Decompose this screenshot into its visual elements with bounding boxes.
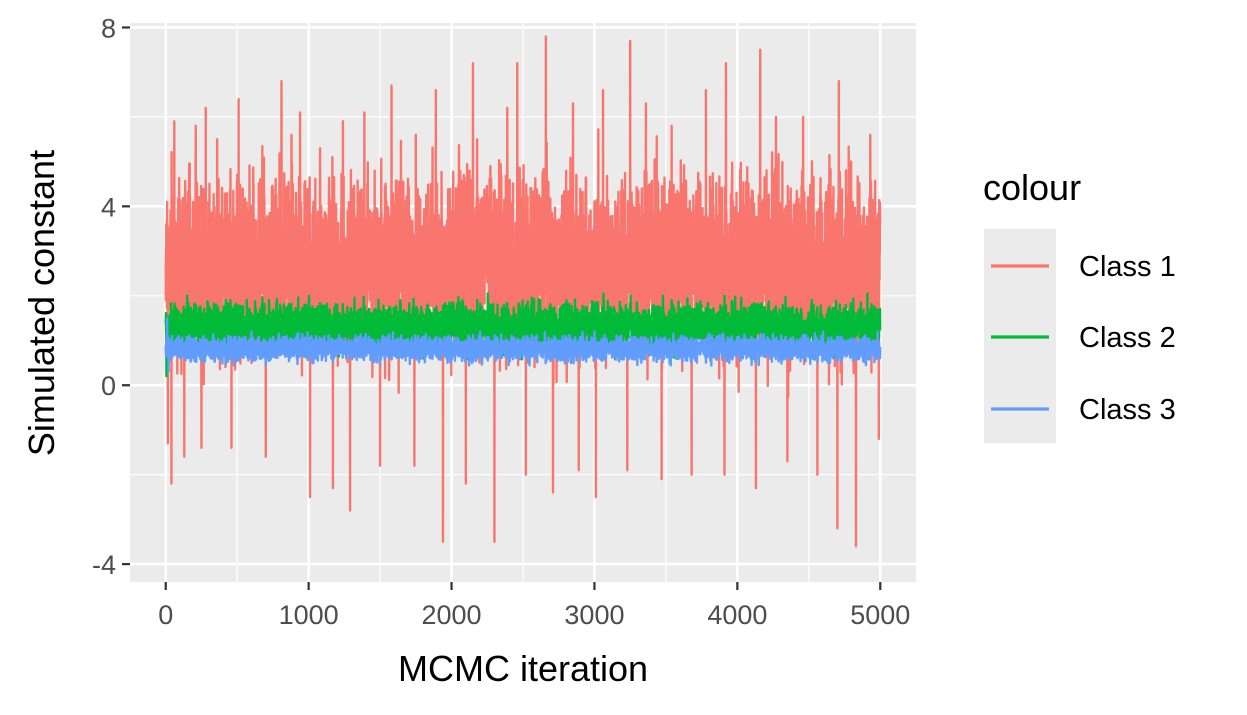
x-tick-label: 1000 xyxy=(279,600,339,630)
legend: colour Class 1 Class 2 Class 3 xyxy=(983,167,1176,443)
y-axis-title: Simulated constant xyxy=(21,150,62,456)
y-tick-label: 8 xyxy=(101,13,116,43)
x-tick-label: 4000 xyxy=(707,600,767,630)
axes: 0 1000 2000 3000 4000 5000 -4 0 4 8 xyxy=(92,13,910,630)
y-tick-label: 4 xyxy=(101,192,116,222)
series-layer xyxy=(164,35,882,548)
legend-items: Class 1 Class 2 Class 3 xyxy=(991,251,1176,426)
x-tick-label: 2000 xyxy=(422,600,482,630)
x-tick-label: 3000 xyxy=(564,600,624,630)
series-line-class-3 xyxy=(164,316,882,374)
y-tick-label: 0 xyxy=(101,371,116,401)
legend-label: Class 3 xyxy=(1079,394,1176,426)
x-tick-label: 5000 xyxy=(850,600,910,630)
x-tick-label: 0 xyxy=(158,600,173,630)
legend-label: Class 2 xyxy=(1079,322,1176,354)
legend-title: colour xyxy=(983,167,1081,208)
y-tick-label: -4 xyxy=(92,550,116,580)
x-axis-title: MCMC iteration xyxy=(398,648,648,689)
legend-label: Class 1 xyxy=(1079,251,1176,283)
